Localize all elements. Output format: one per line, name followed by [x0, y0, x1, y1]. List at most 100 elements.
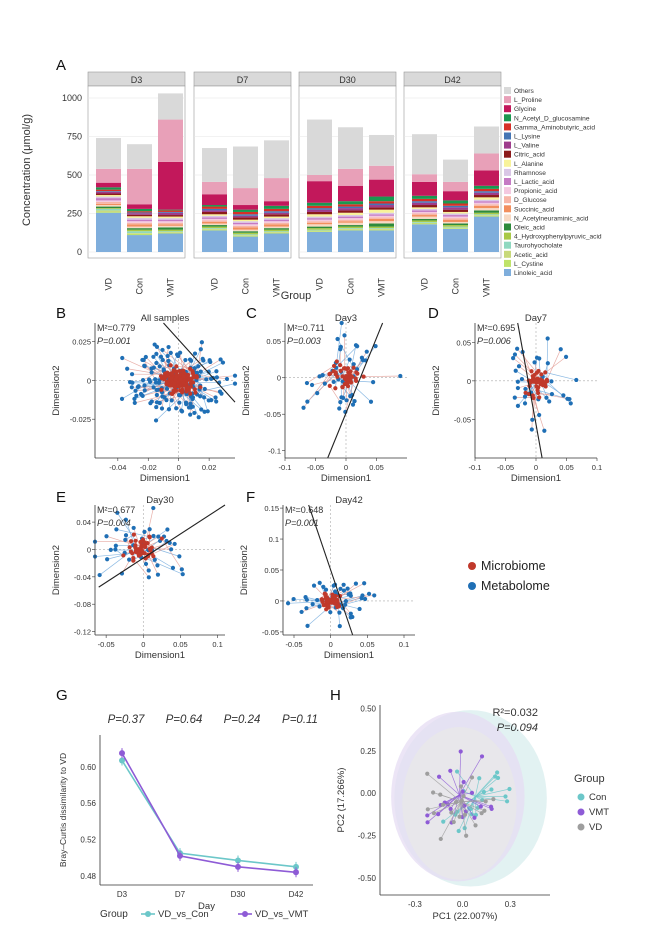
legend-dot — [145, 911, 151, 917]
metabolome-point — [371, 380, 376, 385]
metabolome-point — [315, 391, 320, 396]
x-axis-label: Dimension1 — [511, 473, 561, 484]
legend-label: Succinic_acid — [514, 206, 555, 213]
metabolome-point — [220, 360, 226, 365]
bar-segment — [307, 228, 332, 230]
microbiome-point — [342, 381, 347, 387]
series-point — [235, 857, 241, 864]
microbiome-point — [168, 363, 173, 368]
spoke-line — [475, 776, 496, 797]
metabolome-point — [166, 344, 171, 350]
bar-segment — [369, 229, 394, 231]
metabolome-point — [545, 336, 550, 341]
metabolome-point — [523, 386, 528, 392]
metabolome-point — [154, 387, 159, 393]
panel-a-ytick: 250 — [67, 209, 82, 219]
bar-segment — [158, 233, 183, 252]
legend-swatch — [504, 150, 511, 158]
bar-segment — [202, 230, 227, 252]
x-tick-label: -0.04 — [109, 463, 126, 472]
microbiome-point — [331, 594, 336, 599]
connector-line — [145, 558, 183, 575]
metabolome-point — [192, 366, 197, 371]
metabolome-point — [341, 582, 346, 587]
microbiome-point — [138, 539, 143, 545]
microbiome-point — [340, 384, 345, 390]
microbiome-point — [188, 391, 193, 396]
x-tick-label: D30 — [231, 890, 246, 899]
microbiome-point — [344, 366, 349, 372]
bar-segment — [264, 212, 289, 215]
connector-line — [133, 557, 150, 578]
legend-label: 4_Hydroxyphenylpyruvic_acid — [514, 234, 602, 241]
panel-letter-f: F — [246, 489, 255, 506]
legend-swatch — [504, 123, 511, 131]
bar-segment — [412, 216, 437, 219]
legend-label: L_Lactic_acid — [514, 179, 555, 186]
legend-swatch — [504, 241, 511, 249]
bar-segment — [412, 205, 437, 208]
metabolome-point — [328, 610, 333, 615]
microbiome-point — [324, 607, 329, 612]
bar-segment — [369, 203, 394, 206]
microbiome-point — [184, 389, 189, 394]
metabolome-point — [301, 405, 306, 410]
metabolome-point — [335, 336, 340, 342]
facet-label: D30 — [339, 75, 356, 85]
sample-point-con — [495, 770, 500, 775]
bar-segment — [307, 208, 332, 210]
procrustes-axis-line — [163, 322, 236, 403]
bar-segment — [96, 206, 121, 209]
bar-segment — [412, 207, 437, 209]
legend-swatch — [504, 96, 511, 104]
bar-segment — [264, 224, 289, 227]
y-tick-label: -0.05 — [262, 628, 279, 637]
bar-segment — [369, 205, 394, 208]
bar-segment — [369, 218, 394, 222]
y-tick-label: 0.00 — [360, 789, 376, 798]
bar-segment — [233, 224, 258, 226]
point-layer — [92, 505, 185, 580]
bar-segment — [127, 211, 152, 213]
spoke-line — [459, 794, 467, 812]
sample-point-vd — [457, 814, 462, 819]
metabolome-point — [166, 358, 171, 364]
y-axis-label: Bray–Curtis dissimilarity to VD — [58, 753, 68, 867]
series-line — [121, 752, 297, 874]
metabolome-point — [160, 357, 165, 363]
metabolome-point — [131, 525, 136, 531]
microbiome-point — [327, 383, 332, 388]
legend-swatch — [504, 168, 511, 176]
sample-point-vmt — [448, 806, 453, 812]
point-layer — [301, 320, 403, 414]
bar-segment — [233, 211, 258, 215]
bar-segment — [202, 228, 227, 230]
metabolome-point — [151, 385, 156, 390]
microbiome-point — [529, 369, 534, 374]
bar-segment — [202, 206, 227, 209]
x-tick-label: 0 — [177, 463, 181, 472]
facet-label: D7 — [237, 75, 249, 85]
metabolome-point — [184, 402, 189, 407]
bar-segment — [158, 221, 183, 223]
metabolome-point — [337, 406, 342, 411]
y-tick-label: 0.1 — [269, 535, 279, 544]
bar-segment — [202, 181, 227, 195]
microbiome-point — [194, 374, 199, 379]
metabolome-point — [151, 533, 156, 539]
bar-segment — [96, 205, 121, 207]
bar-segment — [264, 205, 289, 209]
metabolome-point — [105, 557, 110, 562]
panel-title: Day30 — [146, 495, 173, 506]
bar-segment — [474, 212, 499, 215]
bar-segment — [264, 228, 289, 230]
bar-segment — [233, 215, 258, 218]
metabolome-point — [179, 409, 185, 414]
metabolome-point — [372, 593, 377, 598]
metabolome-point — [544, 395, 549, 400]
sample-point-vd — [469, 775, 475, 780]
metabolome-point — [322, 381, 327, 386]
metabolome-point — [207, 358, 212, 363]
bar-segment — [127, 222, 152, 225]
microbiome-point — [147, 546, 152, 552]
